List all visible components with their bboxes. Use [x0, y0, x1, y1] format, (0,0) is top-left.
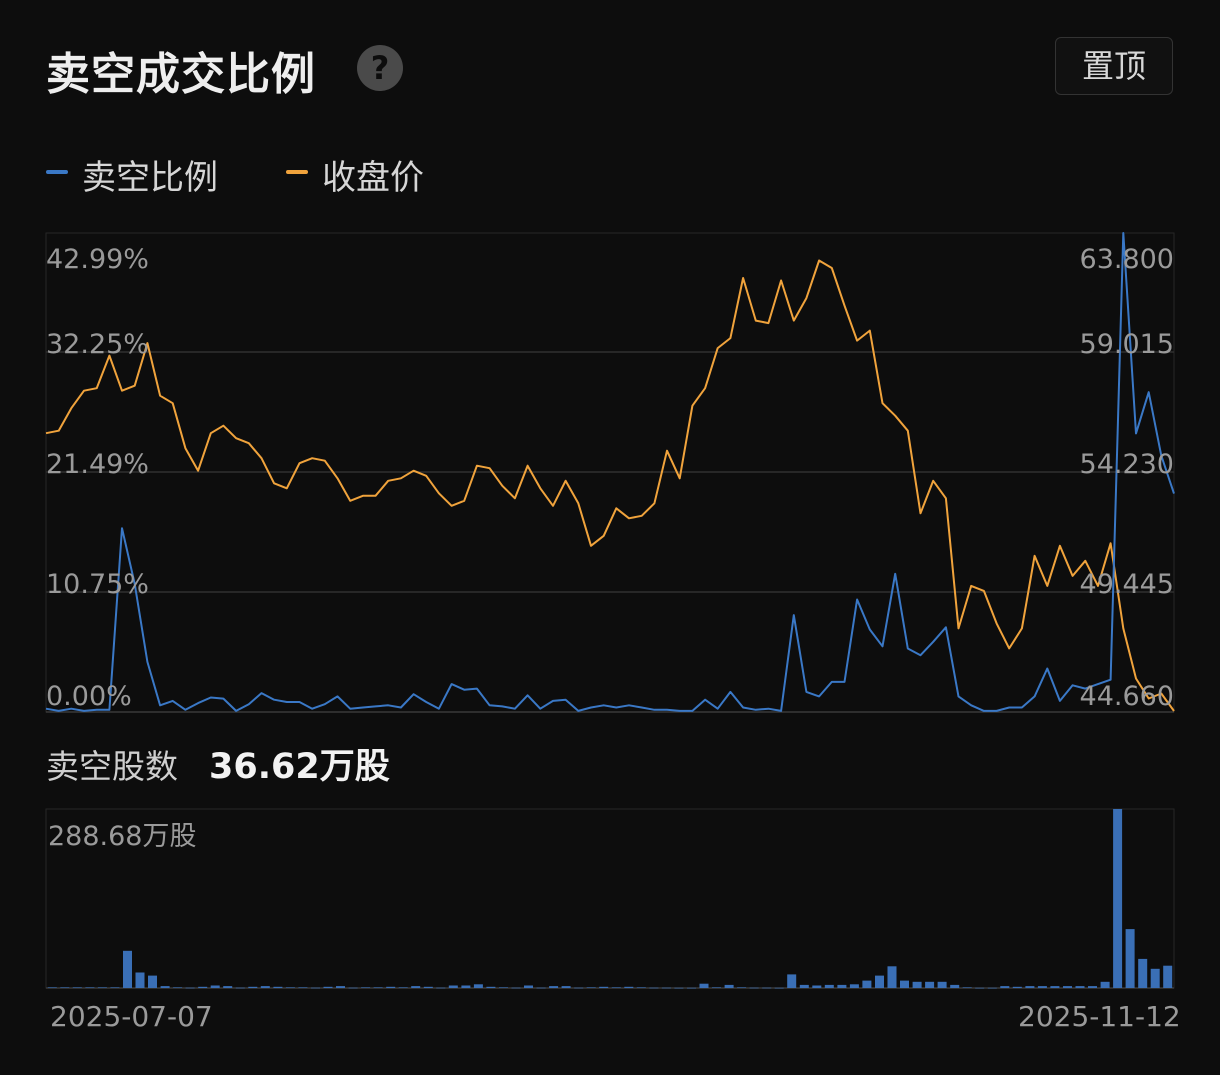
short-volume-label: 卖空股数: [46, 747, 178, 786]
legend-swatch-close-price: [286, 170, 308, 174]
series-line-price-line: [45, 259, 1175, 712]
series-line-ratio-line: [45, 232, 1175, 712]
right-axis-tick: 49.445: [1080, 569, 1174, 600]
legend-short-ratio[interactable]: 卖空比例: [82, 158, 218, 198]
right-axis-tick: 59.015: [1080, 329, 1174, 360]
left-axis-tick: 0.00%: [46, 681, 132, 712]
short-volume-value: 36.62万股: [209, 747, 390, 787]
question-circle-icon[interactable]: ?: [357, 45, 403, 91]
right-axis-tick: 44.660: [1080, 681, 1174, 712]
right-axis-tick: 63.800: [1080, 244, 1174, 275]
page-title: 卖空成交比例: [46, 49, 316, 100]
right-axis-tick: 54.230: [1080, 449, 1174, 480]
left-axis-tick: 21.49%: [46, 449, 149, 480]
legend-close-price[interactable]: 收盘价: [322, 158, 424, 198]
legend-swatch-short-ratio: [46, 170, 68, 174]
pin-to-top-button[interactable]: 置顶: [1055, 37, 1173, 95]
left-axis-tick: 32.25%: [46, 329, 149, 360]
left-axis-tick: 10.75%: [46, 569, 149, 600]
left-axis-tick: 42.99%: [46, 244, 149, 275]
x-axis-start-date: 2025-07-07: [50, 1000, 213, 1033]
x-axis-end-date: 2025-11-12: [1018, 1000, 1181, 1033]
